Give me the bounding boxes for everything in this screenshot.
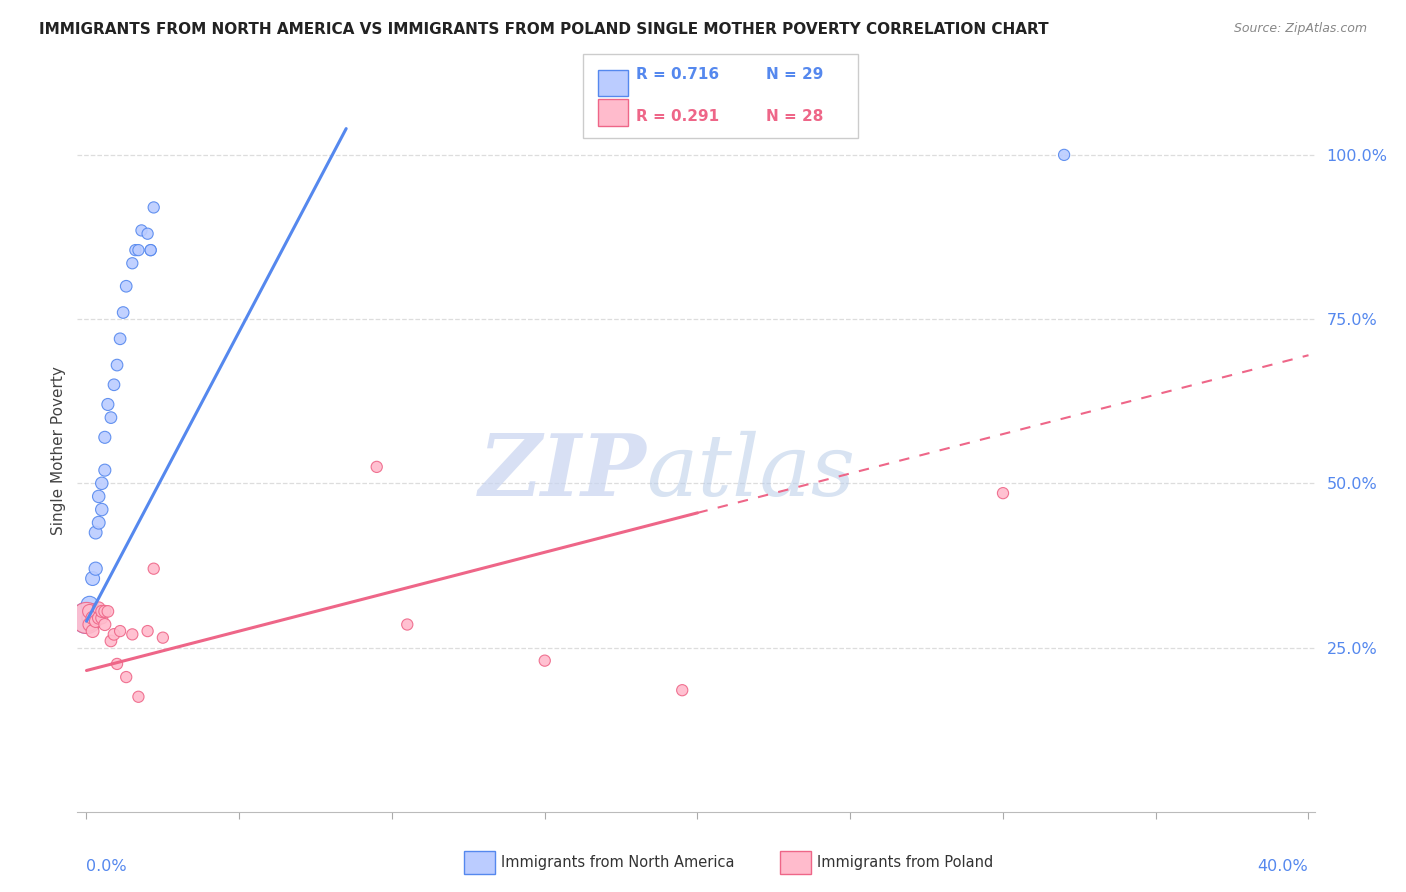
Text: atlas: atlas [647,431,856,514]
Text: R = 0.716: R = 0.716 [636,67,718,81]
Text: 40.0%: 40.0% [1258,859,1309,873]
Point [396,617,419,632]
Text: Source: ZipAtlas.com: Source: ZipAtlas.com [1233,22,1367,36]
Point [79,598,101,612]
Point [76,611,98,625]
Point [94,617,117,632]
Point [105,358,128,372]
Point [112,305,135,319]
Point [100,634,122,648]
Text: N = 29: N = 29 [766,67,824,81]
Point [97,604,120,618]
Text: IMMIGRANTS FROM NORTH AMERICA VS IMMIGRANTS FROM POLAND SINGLE MOTHER POVERTY CO: IMMIGRANTS FROM NORTH AMERICA VS IMMIGRA… [39,22,1049,37]
Point [100,410,122,425]
Point [121,627,143,641]
Text: Immigrants from North America: Immigrants from North America [501,855,734,870]
Point [131,223,153,237]
Point [142,562,165,576]
Point [79,617,101,632]
Point [79,604,101,618]
Point [94,463,117,477]
Point [90,604,112,618]
Point [82,611,104,625]
Point [84,614,107,628]
Point [84,525,107,540]
Text: Immigrants from Poland: Immigrants from Poland [817,855,993,870]
Point [94,430,117,444]
Point [139,243,162,257]
Text: 0.0%: 0.0% [87,859,127,873]
Point [87,516,110,530]
Point [115,279,138,293]
Point [366,459,388,474]
Point [136,227,159,241]
Point [142,201,165,215]
Point [82,604,104,618]
Point [82,624,104,639]
Point [76,611,98,625]
Text: ZIP: ZIP [478,430,647,514]
Point [533,654,555,668]
Point [105,657,128,671]
Point [103,377,125,392]
Point [991,486,1014,500]
Point [87,490,110,504]
Point [671,683,693,698]
Point [152,631,174,645]
Point [115,670,138,684]
Point [84,562,107,576]
Point [82,572,104,586]
Point [127,243,149,257]
Text: N = 28: N = 28 [766,110,824,124]
Point [90,476,112,491]
Point [87,601,110,615]
Y-axis label: Single Mother Poverty: Single Mother Poverty [51,366,66,535]
Point [108,624,131,639]
Point [90,611,112,625]
Point [79,611,101,625]
Point [97,397,120,411]
Point [139,243,162,257]
Point [90,502,112,516]
Point [108,332,131,346]
Point [87,611,110,625]
Point [127,690,149,704]
Point [103,627,125,641]
Point [94,604,117,618]
Point [121,256,143,270]
Point [124,243,146,257]
Point [1053,148,1076,162]
Point [136,624,159,639]
Text: R = 0.291: R = 0.291 [636,110,718,124]
